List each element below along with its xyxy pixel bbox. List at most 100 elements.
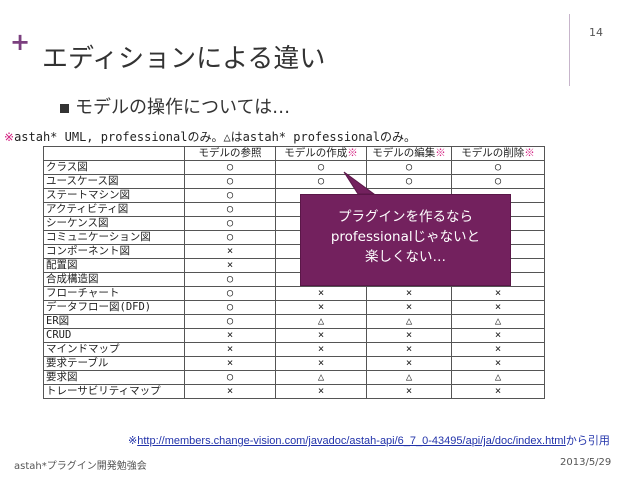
- support-cell: ○: [451, 174, 545, 189]
- source-citation: ※http://members.change-vision.com/javado…: [128, 432, 610, 448]
- support-cell: ○: [184, 370, 276, 385]
- callout-bubble: プラグインを作るなら professionalじゃないと 楽しくない…: [300, 194, 511, 286]
- support-cell: ○: [184, 160, 276, 175]
- bullet-item: モデルの操作については…: [60, 93, 290, 119]
- support-cell: ×: [184, 342, 276, 357]
- diagram-name-cell: 配置図: [43, 258, 185, 273]
- diagram-name-cell: コミュニケーション図: [43, 230, 185, 245]
- support-cell: ×: [366, 384, 452, 399]
- table-row: トレーサビリティマップ × × × ×: [43, 384, 545, 399]
- support-cell: ○: [366, 160, 452, 175]
- table-header-cell: モデルの編集※: [366, 146, 452, 161]
- note-text: astah* UML, professionalのみ。△はastah* prof…: [14, 130, 416, 144]
- support-cell: ○: [275, 174, 367, 189]
- support-cell: ○: [275, 160, 367, 175]
- support-cell: ○: [184, 174, 276, 189]
- table-header-cell: モデルの作成※: [275, 146, 367, 161]
- support-cell: ×: [275, 300, 367, 315]
- support-cell: ×: [366, 328, 452, 343]
- support-cell: ○: [451, 160, 545, 175]
- diagram-name-cell: 要求テーブル: [43, 356, 185, 371]
- callout-line: プラグインを作るなら: [338, 209, 473, 225]
- callout-line: 楽しくない…: [365, 249, 446, 265]
- diagram-name-cell: アクティビティ図: [43, 202, 185, 217]
- diagram-name-cell: クラス図: [43, 160, 185, 175]
- diagram-name-cell: CRUD: [43, 328, 185, 343]
- bullet-square-icon: [60, 103, 69, 113]
- source-link[interactable]: http://members.change-vision.com/javadoc…: [137, 435, 566, 447]
- edition-note: ※astah* UML, professionalのみ。△はastah* pro…: [4, 128, 416, 145]
- header-divider: [569, 14, 570, 86]
- diagram-name-cell: マインドマップ: [43, 342, 185, 357]
- diagram-name-cell: ユースケース図: [43, 174, 185, 189]
- support-cell: ○: [184, 272, 276, 287]
- support-cell: △: [366, 370, 452, 385]
- diagram-name-cell: 要求図: [43, 370, 185, 385]
- slide-title: エディションによる違い: [42, 44, 326, 74]
- support-cell: ×: [366, 356, 452, 371]
- support-cell: ×: [184, 356, 276, 371]
- support-cell: △: [275, 370, 367, 385]
- support-cell: △: [451, 314, 545, 329]
- support-cell: ×: [451, 356, 545, 371]
- source-mark: ※: [128, 435, 138, 447]
- support-cell: ×: [184, 328, 276, 343]
- table-row: ユースケース図 ○ ○ ○ ○: [43, 174, 545, 189]
- support-cell: ×: [451, 300, 545, 315]
- support-cell: ×: [275, 384, 367, 399]
- table-row: フローチャート ○ × × ×: [43, 286, 545, 301]
- support-cell: ×: [184, 384, 276, 399]
- support-cell: ×: [184, 244, 276, 259]
- support-cell: △: [451, 370, 545, 385]
- table-row: CRUD × × × ×: [43, 328, 545, 343]
- table-header-cell: モデルの削除※: [451, 146, 545, 161]
- support-cell: ○: [184, 230, 276, 245]
- support-cell: ×: [451, 286, 545, 301]
- support-cell: ×: [275, 286, 367, 301]
- callout-line: professionalじゃないと: [330, 229, 481, 245]
- support-cell: ×: [451, 342, 545, 357]
- support-cell: ○: [184, 300, 276, 315]
- support-cell: ×: [366, 300, 452, 315]
- support-cell: ○: [184, 202, 276, 217]
- source-suffix: から引用: [565, 435, 610, 447]
- diagram-name-cell: ER図: [43, 314, 185, 329]
- table-row: 要求図 ○ △ △ △: [43, 370, 545, 385]
- table-row: マインドマップ × × × ×: [43, 342, 545, 357]
- support-cell: ×: [275, 328, 367, 343]
- table-row: データフロー図(DFD) ○ × × ×: [43, 300, 545, 315]
- support-cell: ○: [184, 314, 276, 329]
- support-cell: ×: [275, 356, 367, 371]
- support-cell: ×: [451, 384, 545, 399]
- support-cell: △: [275, 314, 367, 329]
- table-header-row: モデルの参照 モデルの作成※ モデルの編集※ モデルの削除※: [43, 146, 545, 161]
- support-cell: ○: [366, 174, 452, 189]
- diagram-name-cell: ステートマシン図: [43, 188, 185, 203]
- note-mark: ※: [4, 130, 15, 144]
- page-number: 14: [589, 26, 603, 39]
- support-cell: ○: [184, 188, 276, 203]
- footer-date: 2013/5/29: [560, 457, 612, 468]
- plus-logo: +: [10, 28, 31, 56]
- support-cell: ○: [184, 216, 276, 231]
- support-cell: ○: [184, 286, 276, 301]
- footer-event-name: astah*プラグイン開発勉強会: [14, 461, 147, 472]
- table-header-cell: [43, 146, 185, 161]
- support-cell: ×: [184, 258, 276, 273]
- diagram-name-cell: シーケンス図: [43, 216, 185, 231]
- diagram-name-cell: トレーサビリティマップ: [43, 384, 185, 399]
- diagram-name-cell: 合成構造図: [43, 272, 185, 287]
- diagram-name-cell: データフロー図(DFD): [43, 300, 185, 315]
- diagram-name-cell: フローチャート: [43, 286, 185, 301]
- support-cell: ×: [451, 328, 545, 343]
- support-cell: ×: [366, 342, 452, 357]
- support-cell: ×: [275, 342, 367, 357]
- table-row: ER図 ○ △ △ △: [43, 314, 545, 329]
- table-row: クラス図 ○ ○ ○ ○: [43, 160, 545, 175]
- support-cell: ×: [366, 286, 452, 301]
- bullet-text: モデルの操作については…: [75, 97, 291, 118]
- table-row: 要求テーブル × × × ×: [43, 356, 545, 371]
- support-cell: △: [366, 314, 452, 329]
- table-header-cell: モデルの参照: [184, 146, 276, 161]
